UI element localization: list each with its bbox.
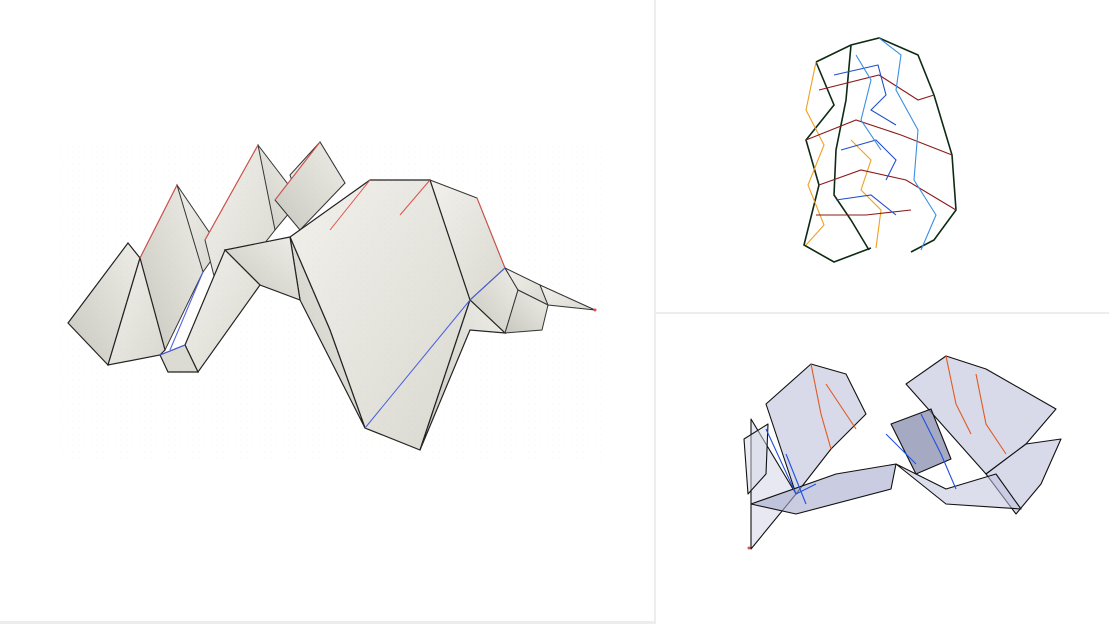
crease-pattern-viewport[interactable]: [656, 0, 1109, 312]
horizontal-divider[interactable]: [656, 312, 1109, 314]
main-panels: [60, 140, 605, 460]
vertical-divider[interactable]: [654, 0, 656, 624]
bottom-divider: [0, 621, 654, 624]
crease-pattern-wireframe[interactable]: [656, 0, 1109, 312]
vertex-marker: [593, 308, 597, 312]
translucent-folded-model[interactable]: [656, 314, 1109, 624]
folded-state-viewport[interactable]: [656, 314, 1109, 624]
folded-paper-model[interactable]: [0, 0, 654, 622]
vertex-marker: [747, 546, 751, 550]
fold-lines: [139, 141, 506, 429]
fold-lines-overlay: [765, 355, 1007, 505]
main-3d-viewport[interactable]: [0, 0, 654, 622]
